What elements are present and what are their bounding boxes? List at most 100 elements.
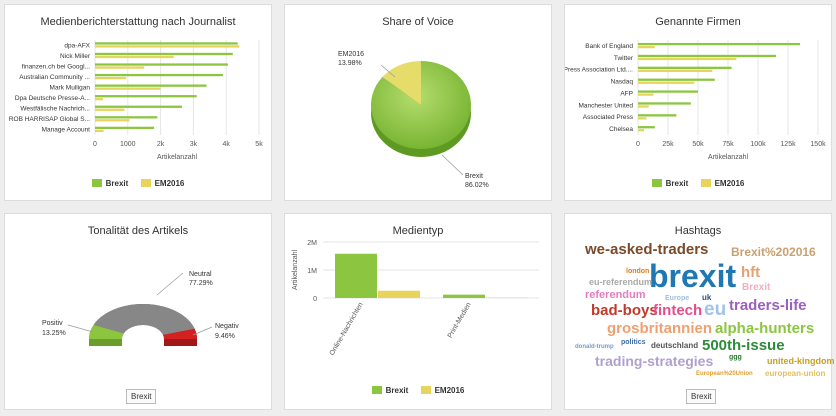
value-neutral: 77.29%: [189, 280, 213, 287]
bar-brexit[interactable]: [638, 54, 776, 58]
x-tick-label: Print-Medien: [447, 301, 473, 339]
y-axis-label: Artikelanzahl: [292, 250, 299, 291]
bar-em2016[interactable]: [95, 87, 161, 90]
bar-em2016[interactable]: [95, 119, 130, 122]
x-tick-label: 1000: [120, 141, 136, 148]
hashtag-word[interactable]: bad-boys: [591, 302, 658, 319]
label-neutral: Neutral: [189, 271, 212, 278]
category-label: Australian Community ...: [19, 74, 90, 81]
bar-brexit[interactable]: [638, 114, 677, 117]
hashtag-word[interactable]: grosbritannien: [607, 320, 713, 337]
bar-brexit[interactable]: [95, 73, 223, 77]
bar-em2016[interactable]: [638, 81, 695, 84]
panel-title: Hashtags: [674, 225, 722, 237]
y-tick-label: 2M: [307, 240, 317, 247]
legend-item-brexit[interactable]: Brexit: [91, 179, 128, 188]
hashtag-word[interactable]: ggg: [729, 354, 742, 361]
bar-em2016[interactable]: [95, 55, 174, 59]
hashtag-word[interactable]: trading-strategies: [595, 353, 714, 369]
bar-em2016[interactable]: [95, 66, 145, 69]
bar-em2016[interactable]: [638, 69, 713, 72]
tonality-donut-chart: Neutral 77.29% Positiv 13.25% Negativ 9.…: [42, 271, 239, 346]
bar-brexit[interactable]: [638, 66, 732, 69]
hashtag-word[interactable]: deutschland: [651, 341, 699, 350]
hashtag-word[interactable]: alpha-hunters: [715, 320, 815, 337]
bar-brexit[interactable]: [95, 52, 233, 56]
bar-brexit[interactable]: [638, 78, 715, 81]
hashtag-word[interactable]: 500th-issue: [702, 337, 785, 354]
bar-brexit[interactable]: [95, 42, 238, 45]
bar-em2016[interactable]: [638, 93, 654, 96]
bar-brexit[interactable]: [443, 294, 485, 298]
bar-em2016[interactable]: [638, 117, 647, 120]
hashtag-word[interactable]: eu: [704, 299, 727, 320]
hashtag-word[interactable]: referendum: [585, 289, 646, 301]
bar-brexit[interactable]: [638, 102, 691, 105]
bar-em2016[interactable]: [95, 129, 104, 133]
hashtag-word[interactable]: united-kingdom: [767, 356, 835, 366]
hashtag-word[interactable]: brexit: [649, 258, 737, 294]
legend-item-em2016[interactable]: EM2016: [140, 179, 184, 188]
hashtag-word[interactable]: Brexit: [742, 282, 771, 293]
bar-brexit[interactable]: [335, 253, 377, 298]
hashtag-word[interactable]: traders-life: [729, 297, 807, 314]
pie-slice-em2016[interactable]: [382, 61, 421, 105]
legend-button-brexit[interactable]: Brexit: [686, 389, 717, 404]
hashtag-word[interactable]: london: [626, 268, 650, 275]
x-tick-label: 0: [93, 141, 97, 148]
bar-em2016[interactable]: [638, 129, 644, 132]
panel-title: Share of Voice: [382, 16, 454, 28]
share-of-voice-panel: Share of Voice EM2016 13.98% Brexit 86.0…: [284, 4, 552, 201]
bar-brexit[interactable]: [95, 63, 228, 66]
bar-brexit[interactable]: [95, 116, 158, 119]
bar-brexit[interactable]: [638, 90, 698, 93]
hashtag-word[interactable]: fintech: [653, 302, 703, 319]
pie-label-brexit: Brexit: [465, 173, 483, 180]
category-label: Manage Account: [42, 127, 91, 134]
bar-brexit[interactable]: [638, 126, 655, 129]
hashtag-word[interactable]: eu-referendum: [589, 277, 653, 287]
donut-slice-positive[interactable]: [89, 324, 124, 339]
category-label: Press Association Ltd....: [565, 67, 633, 74]
x-tick-label: 0: [636, 141, 640, 148]
bar-em2016[interactable]: [95, 108, 125, 111]
hashtag-word[interactable]: donald-trump: [575, 344, 614, 350]
bar-brexit[interactable]: [95, 105, 182, 108]
hashtag-word[interactable]: Brexit%202016: [731, 245, 816, 259]
hashtag-word[interactable]: European%20Union: [696, 371, 753, 377]
legend-button-brexit[interactable]: Brexit: [126, 389, 157, 404]
x-tick-label: 100k: [750, 141, 766, 148]
donut-slice-neutral[interactable]: [93, 304, 195, 335]
bar-em2016[interactable]: [95, 76, 127, 80]
x-axis-label: Artikelanzahl: [708, 154, 749, 161]
bar-brexit[interactable]: [95, 84, 207, 87]
legend-item-brexit[interactable]: Brexit: [371, 386, 408, 395]
x-tick-label: 2k: [157, 141, 165, 148]
bar-brexit[interactable]: [638, 42, 800, 46]
panel-title: Tonalität des Artikels: [87, 225, 189, 237]
category-label: Bank of England: [585, 43, 633, 50]
legend-item-em2016[interactable]: EM2016: [420, 386, 464, 395]
bar-em2016[interactable]: [95, 98, 104, 101]
bar-brexit[interactable]: [95, 95, 197, 98]
hashtag-word[interactable]: european-union: [765, 369, 826, 378]
hashtag-word[interactable]: Europe: [665, 295, 690, 302]
bar-em2016[interactable]: [638, 105, 649, 108]
bar-em2016[interactable]: [638, 45, 655, 49]
tonality-panel: Tonalität des Artikels Neutral 77.29% Po…: [4, 213, 272, 410]
hashtag-word[interactable]: we-asked-traders: [585, 241, 709, 258]
category-label: Associated Press: [583, 114, 634, 121]
hashtag-word[interactable]: hft: [741, 264, 761, 281]
bar-em2016[interactable]: [95, 45, 240, 48]
x-axis-label: Artikelanzahl: [157, 154, 198, 161]
bar-brexit[interactable]: [95, 126, 155, 130]
mediatype-panel: Medientyp 0 1M 2M Artikelanzahl Online-Nachr…: [284, 213, 552, 410]
legend-item-brexit[interactable]: Brexit: [651, 179, 688, 188]
hashtag-word[interactable]: uk: [702, 293, 712, 302]
hashtag-word[interactable]: politics: [621, 339, 646, 346]
legend-item-em2016[interactable]: EM2016: [700, 179, 744, 188]
donut-slice-negative[interactable]: [163, 328, 197, 339]
category-label: finanzen.ch bei Googl...: [22, 63, 90, 70]
bar-em2016[interactable]: [638, 57, 737, 61]
bar-em2016[interactable]: [378, 290, 420, 298]
